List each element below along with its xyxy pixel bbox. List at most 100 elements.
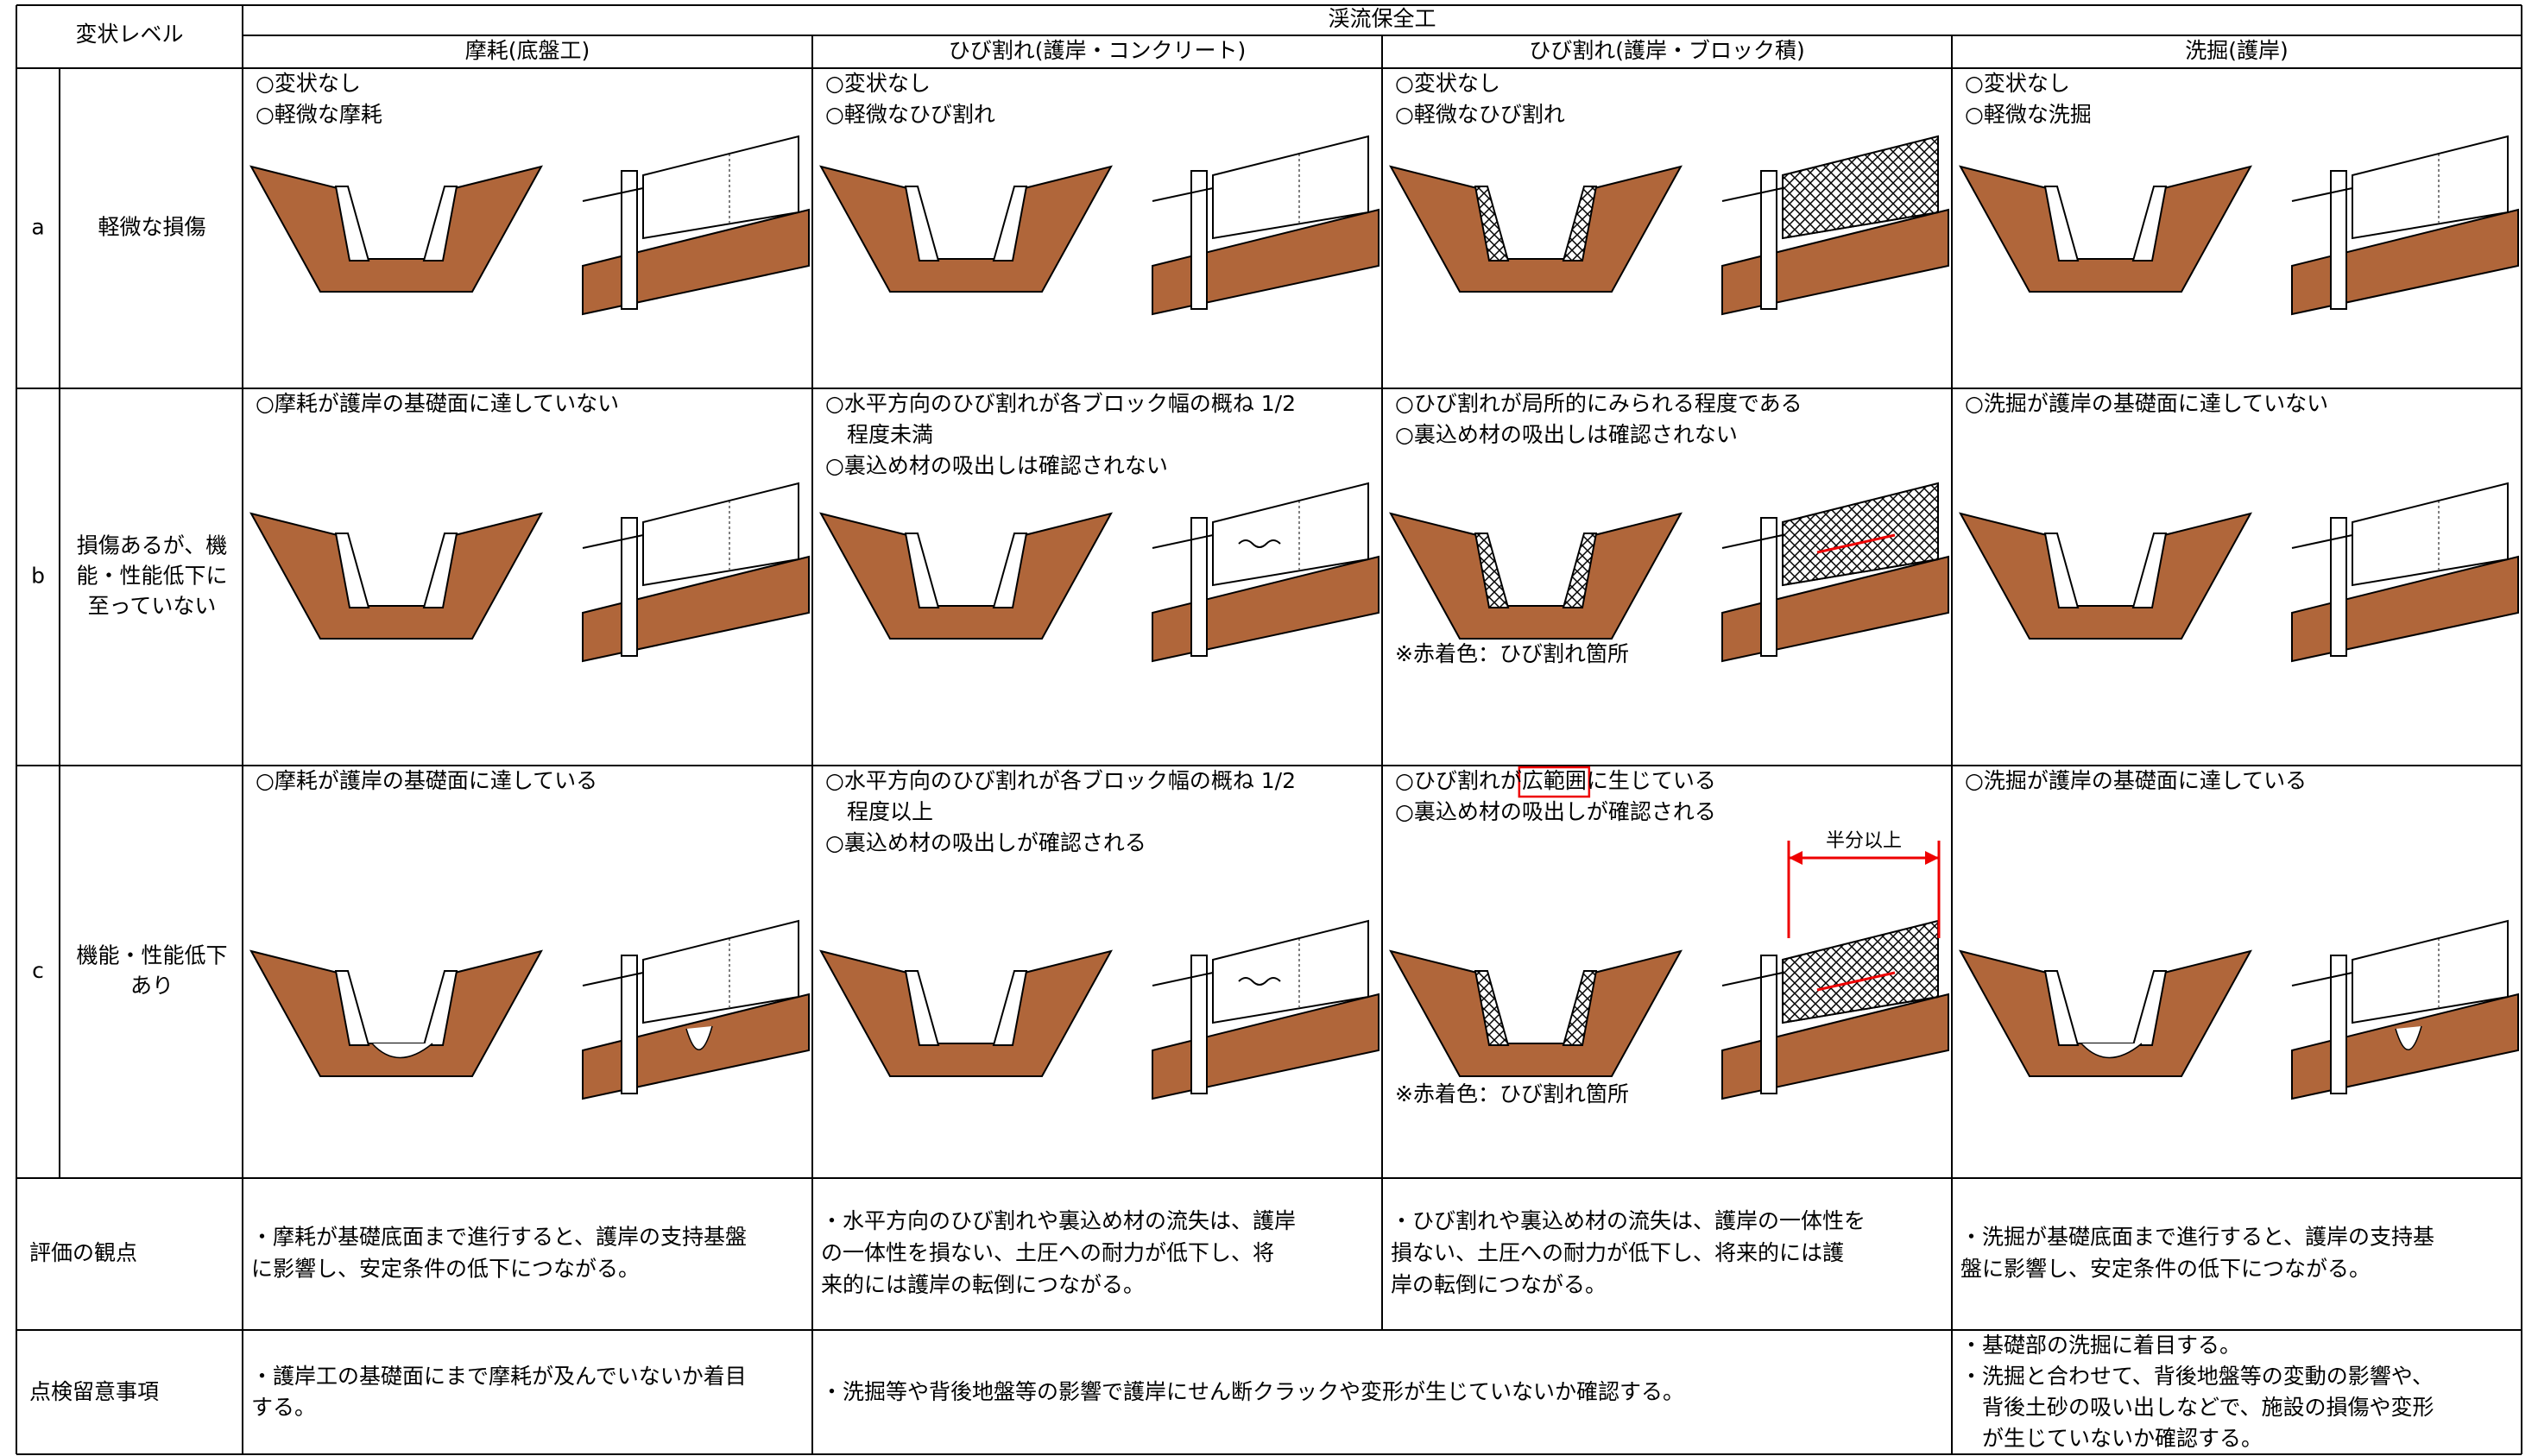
cell-text: 背後土砂の吸い出しなどで、施設の損傷や変形 [1960,1395,2434,1420]
cell-text: 程度未満 [825,422,933,447]
right-wall [992,186,1028,262]
row-label: 評価の観点 [29,1240,137,1265]
header-text: 渓流保全工 [1328,6,1436,31]
cell-text: ○裏込め材の吸出しは確認されない [825,453,1168,478]
cross-section [250,950,542,1077]
note: ※赤着色：ひび割れ箇所 [1395,1081,1629,1106]
ground [1390,513,1682,640]
level-label: 機能・性能低下 [76,943,227,968]
arrow-head [1789,851,1802,865]
level-label: 至っていない [88,594,217,619]
cell-text: ○裏込め材の吸出しは確認されない [1395,422,1738,447]
cell-text: ・水平方向のひび割れや裏込め材の流失は、護岸 [821,1208,1296,1233]
right-wall [2131,533,2168,608]
wall-view [582,482,810,662]
cell-text: ・洗掘と合わせて、背後地盤等の変動の影響や、 [1960,1364,2434,1389]
scour [685,1025,713,1050]
text-part: に生じている [1587,768,1716,793]
left-wall [904,186,940,262]
cell-text: ・護岸工の基礎面にまで摩耗が及んでいないか着目 [251,1364,747,1389]
wall-view [1152,482,1379,662]
left-wall [2043,970,2080,1046]
cell-text: ・摩耗が基礎底面まで進行すると、護岸の支持基盤 [251,1225,747,1250]
level-code: c [32,958,44,983]
left-wall [2043,186,2080,262]
cell-text: ○変状なし [825,71,931,96]
cell-text: 来的には護岸の転倒につながる。 [821,1272,1145,1297]
row-label: 点検留意事項 [29,1379,159,1404]
cell-text: ・洗掘等や背後地盤等の影響で護岸にせん断クラックや変形が生じていないか確認する。 [821,1379,1684,1404]
right-wall [422,186,458,262]
level-label: 軽微な損傷 [98,215,205,240]
left-wall [334,186,370,262]
right-wall [2131,186,2168,262]
left-wall [334,533,370,608]
annotation: 半分以上 [1826,830,1902,852]
cross-section [1960,166,2251,293]
cell-text: ・洗掘が基礎底面まで進行すると、護岸の支持基 [1960,1225,2434,1250]
wall-view [1721,482,1949,662]
cell-text: ○摩耗が護岸の基礎面に達していない [256,391,619,416]
ground [250,513,542,640]
cross-section [820,166,1112,293]
wall [2291,920,2519,1100]
right-wall [992,533,1028,608]
ground [820,513,1112,640]
highlight-box [1518,766,1591,798]
cross-section [1390,166,1682,293]
right-wall [1562,533,1598,608]
cell-text: ○洗掘が護岸の基礎面に達している [1965,768,2307,793]
crack [1238,977,1281,986]
ground [1960,513,2251,640]
wall-view [582,920,810,1100]
right-wall [2131,970,2168,1046]
cell-text: ○摩耗が護岸の基礎面に達している [256,768,597,793]
cell-text: が生じていないか確認する。 [1960,1426,2263,1451]
cell-text: ○軽微なひび割れ [1395,102,1565,127]
left-wall [1474,970,1510,1046]
cell-text: ○変状なし [1395,71,1500,96]
cell-text: 盤に影響し、安定条件の低下につながる。 [1960,1257,2371,1282]
level-code: b [31,564,45,589]
block-face [1782,135,1939,240]
column-header: ひび割れ(護岸・ブロック積) [1529,38,1805,63]
cell-text: 程度以上 [825,799,933,824]
cell-text: ・基礎部の洗掘に着目する。 [1960,1333,2241,1358]
wall [582,136,810,315]
cell-text: ○水平方向のひび割れが各ブロック幅の概ね 1/2 [825,391,1296,416]
cross-section [250,513,542,640]
scour [2395,1025,2422,1050]
cross-section [1960,513,2251,640]
cross-section [1390,950,1682,1077]
wall-view [582,136,810,315]
block-face [1782,919,1939,1024]
cell-text: ○軽微な洗掘 [1965,102,2092,127]
right-wall [422,533,458,608]
right-wall [422,970,458,1046]
level-label: あり [130,974,174,999]
cell-text: ○裏込め材の吸出しが確認される [825,830,1146,855]
right-wall [1562,970,1598,1046]
wall-view [1721,919,1949,1100]
ground [820,950,1112,1077]
wall [1152,136,1379,315]
cell-text: ○裏込め材の吸出しが確認される [1395,799,1716,824]
cell-text: する。 [251,1395,316,1420]
wall [582,482,810,662]
cell-text: 岸の転倒につながる。 [1391,1272,1607,1297]
ground [1390,166,1682,293]
column-header: 摩耗(底盤工) [465,38,590,63]
left-wall [904,970,940,1046]
wall-view [1152,136,1379,315]
cross-section [1960,950,2251,1077]
cross-section [820,950,1112,1077]
wall [1152,920,1379,1100]
wall [2291,136,2519,315]
cell-text: 損ない、土圧への耐力が低下し、将来的には護 [1391,1240,1844,1265]
left-wall [904,533,940,608]
ground [250,166,542,293]
cell-text: ○変状なし [256,71,361,96]
cell-text: の一体性を損ない、土圧への耐力が低下し、将 [821,1240,1274,1265]
